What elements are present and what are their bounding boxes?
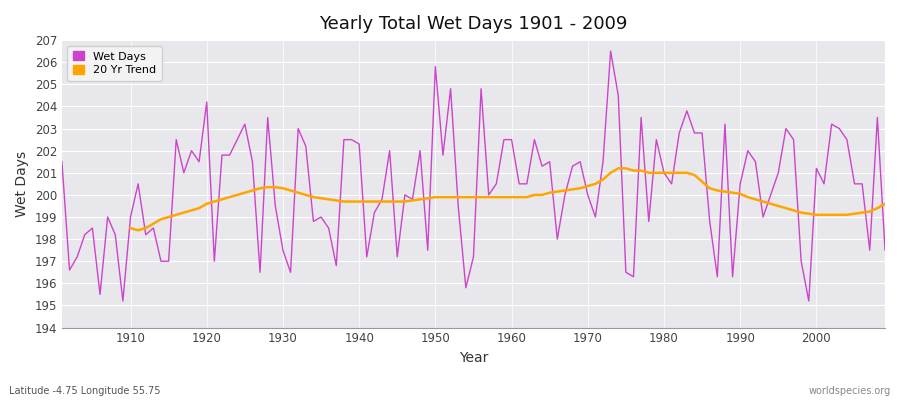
Wet Days: [57, 159, 68, 164]
Wet Days: [514, 182, 525, 186]
20 Yr Trend: [125, 226, 136, 230]
20 Yr Trend: [132, 228, 143, 233]
Wet Days: [879, 248, 890, 252]
Text: Latitude -4.75 Longitude 55.75: Latitude -4.75 Longitude 55.75: [9, 386, 160, 396]
Wet Days: [125, 215, 136, 220]
Wet Days: [605, 49, 616, 54]
Line: Wet Days: Wet Days: [62, 51, 885, 301]
20 Yr Trend: [857, 210, 868, 215]
20 Yr Trend: [521, 195, 532, 200]
20 Yr Trend: [277, 186, 288, 191]
Text: worldspecies.org: worldspecies.org: [809, 386, 891, 396]
X-axis label: Year: Year: [459, 351, 488, 365]
Wet Days: [118, 299, 129, 304]
20 Yr Trend: [613, 166, 624, 171]
Line: 20 Yr Trend: 20 Yr Trend: [130, 168, 885, 230]
20 Yr Trend: [308, 195, 319, 200]
Wet Days: [338, 137, 349, 142]
Wet Days: [506, 137, 517, 142]
Title: Yearly Total Wet Days 1901 - 2009: Yearly Total Wet Days 1901 - 2009: [320, 15, 627, 33]
Legend: Wet Days, 20 Yr Trend: Wet Days, 20 Yr Trend: [68, 46, 162, 81]
Y-axis label: Wet Days: Wet Days: [15, 151, 29, 217]
20 Yr Trend: [834, 212, 845, 217]
Wet Days: [292, 126, 303, 131]
20 Yr Trend: [879, 201, 890, 206]
Wet Days: [613, 93, 624, 98]
20 Yr Trend: [582, 184, 593, 188]
